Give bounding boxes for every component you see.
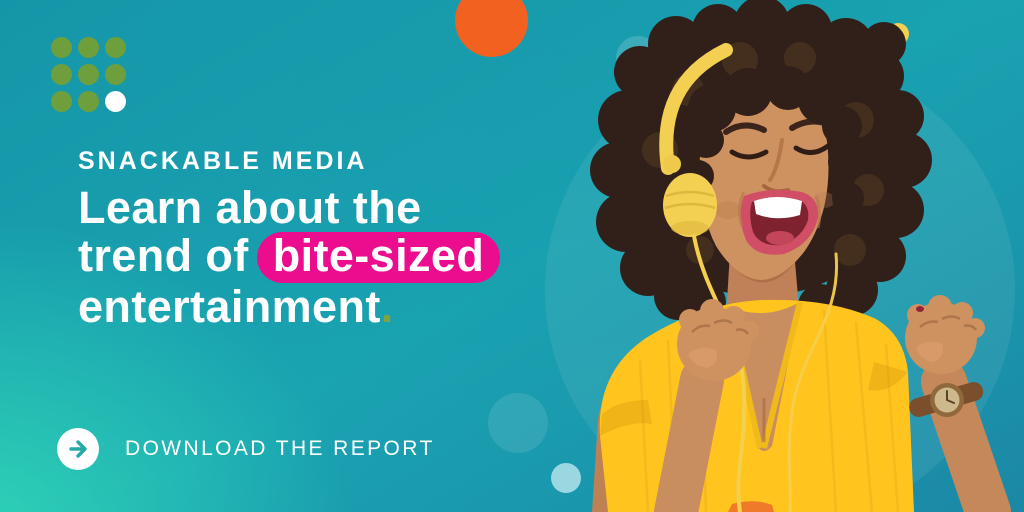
headline-line-2: trend of bite-sized (78, 230, 501, 283)
arrow-right-icon[interactable] (57, 428, 99, 470)
dot-grid (51, 37, 137, 112)
grid-dot (105, 64, 126, 85)
headline-prefix: trend of (78, 230, 249, 281)
headline-word: entertainment (78, 281, 381, 332)
woman-right-fist (905, 295, 1011, 512)
grid-dot (51, 37, 72, 58)
kicker-text: SNACKABLE MEDIA (78, 147, 368, 175)
grid-dot (78, 64, 99, 85)
page-title: Learn about the trend of bite-sized enter… (78, 182, 501, 331)
grid-dot (105, 37, 126, 58)
woman-face (699, 92, 835, 280)
grid-dot (51, 64, 72, 85)
grid-dot (51, 91, 72, 112)
cta-label[interactable]: DOWNLOAD THE REPORT (125, 437, 435, 460)
grid-dot-white (105, 91, 126, 112)
headline-period: . (380, 281, 394, 332)
download-report-button[interactable]: DOWNLOAD THE REPORT (57, 428, 435, 470)
wrist-watch (909, 382, 984, 417)
highlight-pill: bite-sized (256, 232, 501, 283)
headline-line-3: entertainment. (78, 283, 500, 331)
grid-dot (78, 37, 99, 58)
grid-dot (78, 91, 99, 112)
accent-circle-orange (455, 0, 528, 57)
headphones (659, 43, 733, 237)
headline-block: SNACKABLE MEDIA Learn about the trend of… (78, 146, 501, 331)
headline-line-1: Learn about the (78, 182, 422, 233)
earphone-cord (692, 234, 839, 512)
woman-left-fist (654, 299, 759, 512)
